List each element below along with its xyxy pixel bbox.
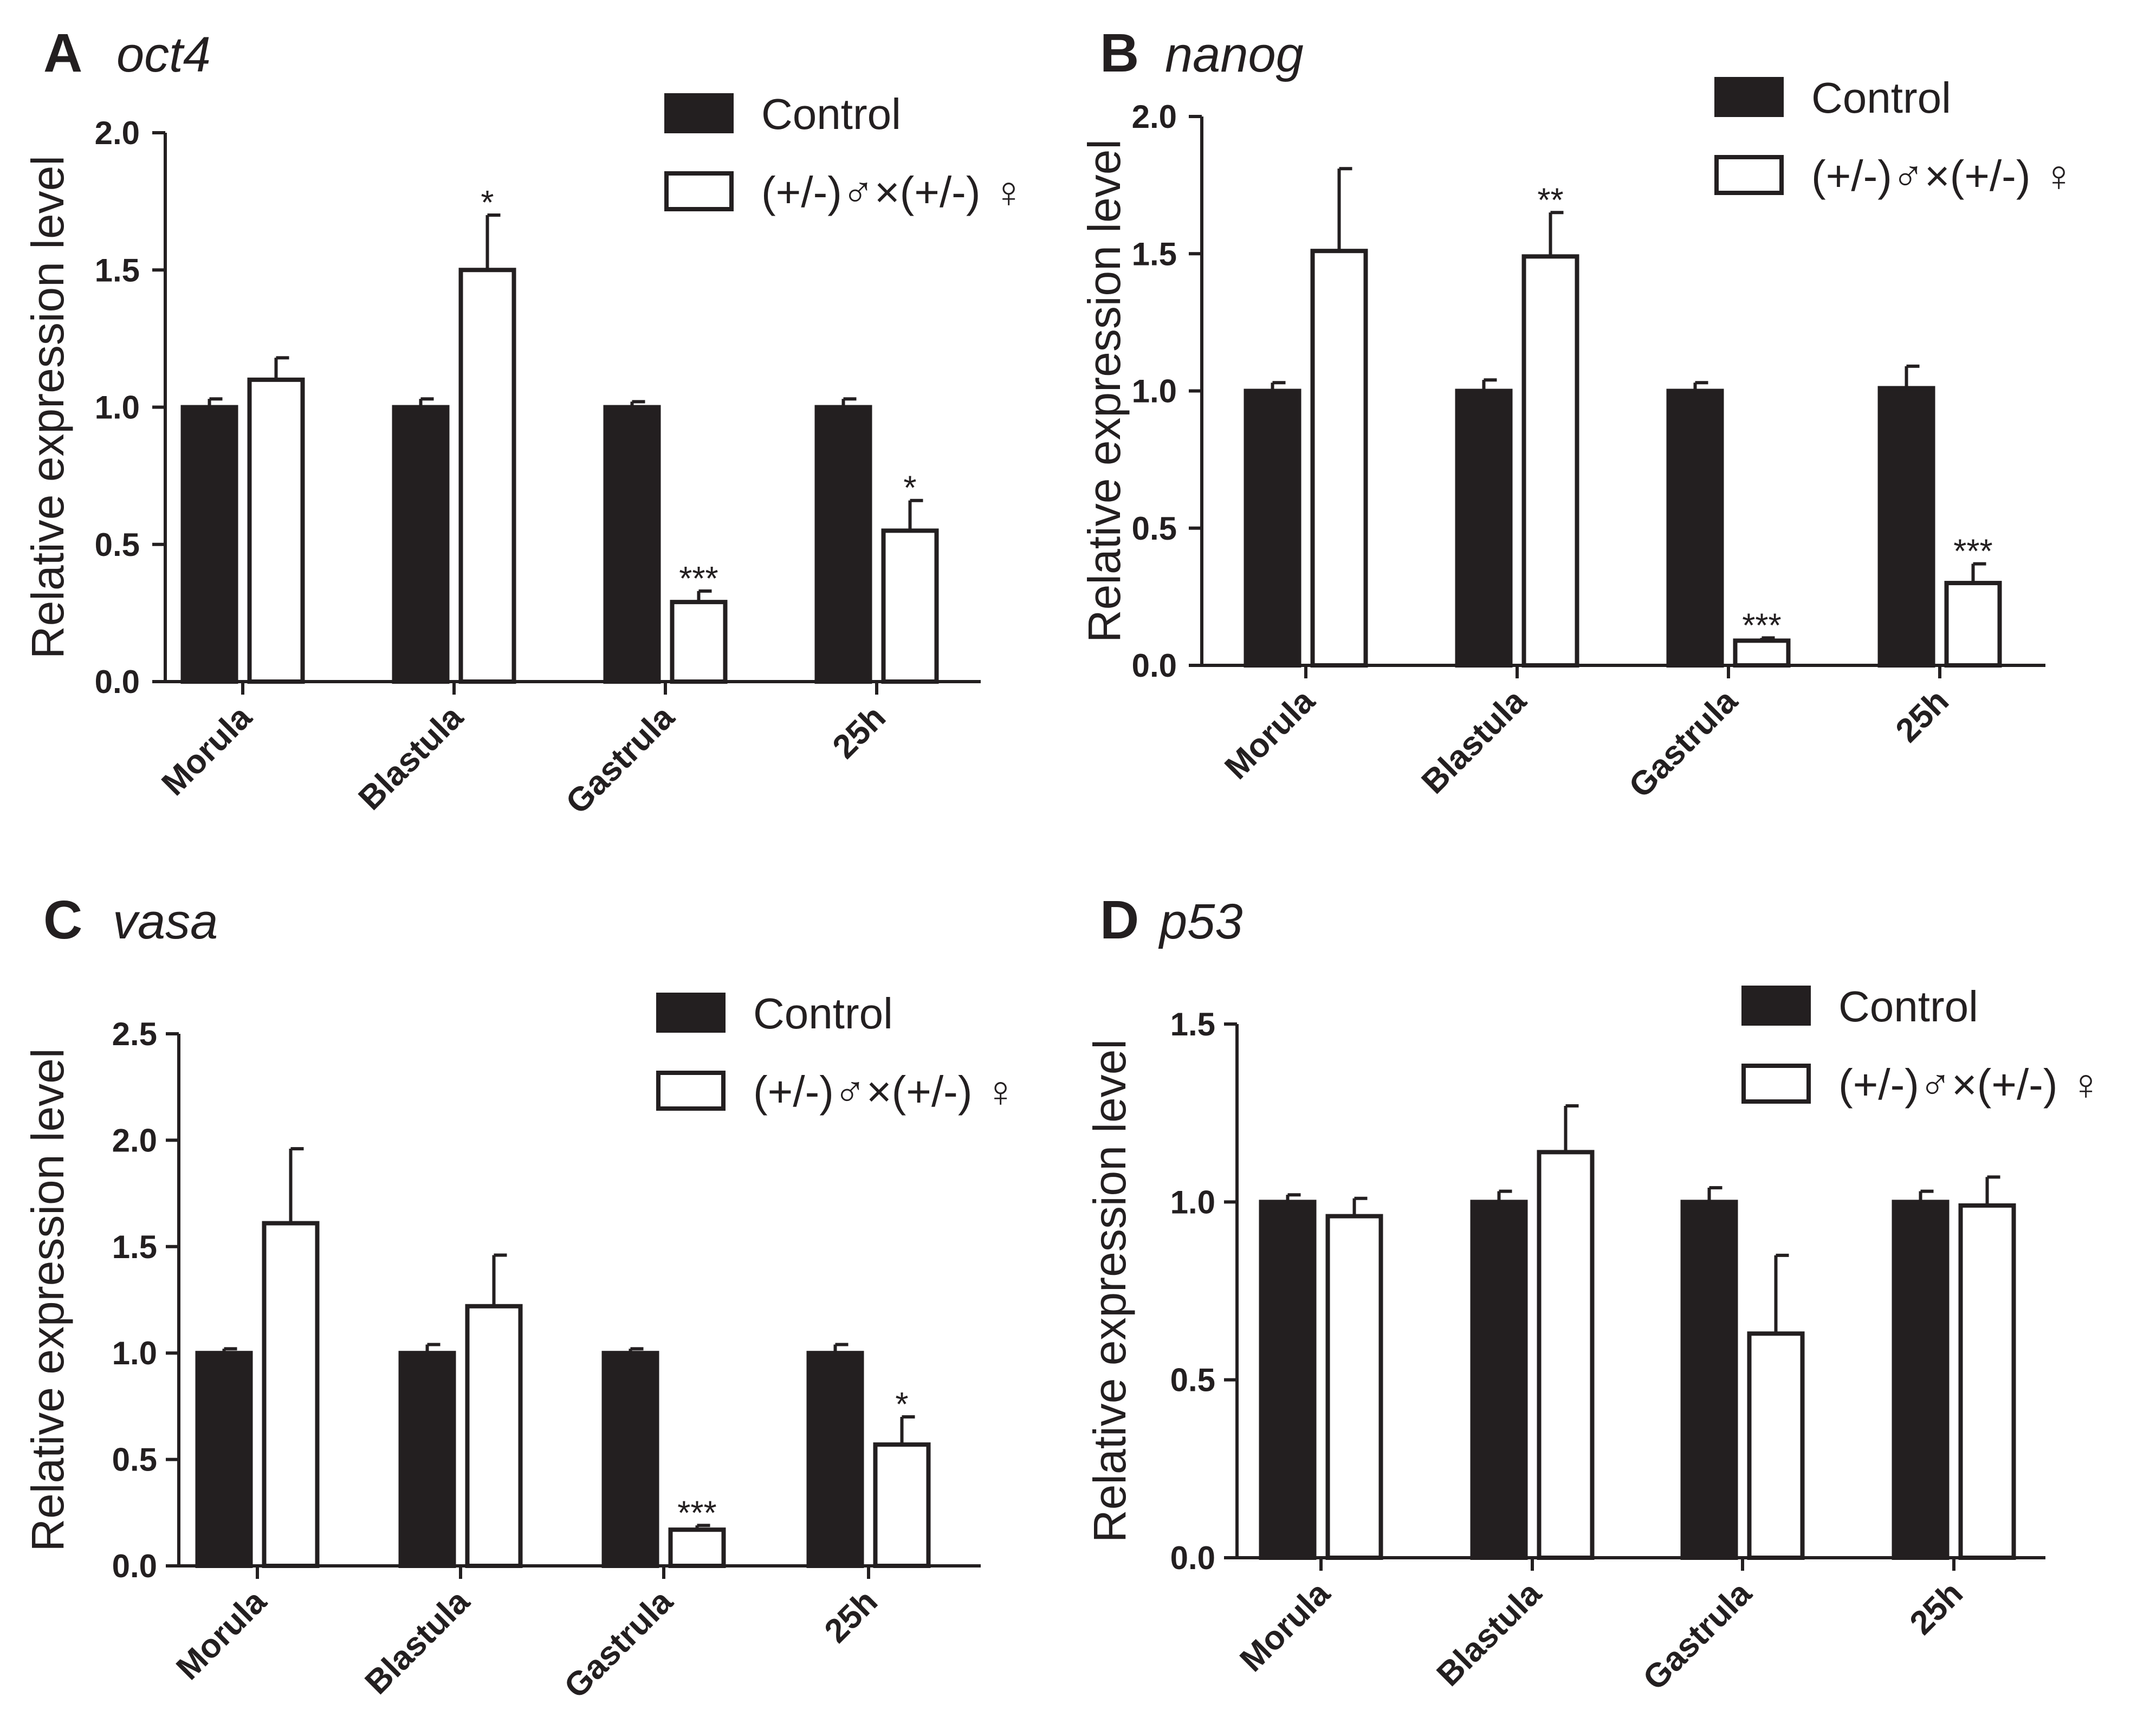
significance-marker: * [903,470,916,507]
legend-swatch-mutant [1741,1064,1811,1104]
y-tick-label: 1.5 [95,252,140,288]
panel-letter: D [1100,890,1139,950]
legend: Control (+/-)♂×(+/-) ♀ [1741,982,2102,1109]
legend-label-mutant: (+/-)♂×(+/-) ♀ [761,168,1025,216]
y-tick-label: 0.5 [95,527,140,563]
significance-marker: *** [679,560,718,598]
bar-mutant [247,377,305,684]
bar-control [603,405,661,684]
legend: Control (+/-)♂×(+/-) ♀ [656,989,1017,1116]
y-tick-label: 0.5 [1132,510,1177,547]
bar-control [180,405,238,684]
bar-mutant [670,600,728,684]
bar-mutant [873,1442,931,1568]
y-tick-label: 2.0 [112,1122,157,1158]
panel-title: oct4 [116,27,211,82]
bar-control [601,1351,659,1568]
bar-control [195,1351,253,1568]
significance-marker: *** [1742,607,1781,644]
legend: Control (+/-)♂×(+/-) ♀ [1714,74,2075,200]
bar-mutant [458,268,516,684]
y-tick-label: 1.5 [112,1229,157,1265]
legend-label-mutant: (+/-)♂×(+/-) ♀ [753,1067,1017,1116]
bar-mutant [1747,1331,1805,1560]
bar-control [1470,1200,1528,1560]
bar-mutant [1733,638,1791,668]
significance-marker: * [895,1386,908,1423]
bar-mutant [1521,254,1579,668]
y-axis-label: Relative expression level [1084,1039,1135,1543]
legend-label-mutant: (+/-)♂×(+/-) ♀ [1838,1060,2102,1109]
bar-control [806,1351,864,1568]
bar-control [1877,386,1935,668]
bar-control [1680,1200,1738,1560]
y-tick-label: 1.5 [1170,1006,1215,1042]
legend-label-control: Control [1838,982,1978,1031]
y-tick-label: 1.0 [112,1335,157,1371]
panel-title: p53 [1158,894,1243,949]
bar-control [1892,1200,1950,1560]
bar-mutant [1958,1203,2016,1560]
bar-mutant [1537,1150,1595,1560]
y-tick-label: 0.0 [1132,647,1177,684]
y-tick-label: 2.0 [95,115,140,151]
legend-swatch-mutant [664,171,734,211]
y-tick-label: 1.0 [1132,373,1177,410]
y-tick-label: 1.0 [1170,1184,1215,1220]
significance-marker: *** [677,1494,716,1532]
y-axis-label: Relative expression level [22,1048,73,1551]
legend-swatch-control [664,93,734,133]
bar-mutant [262,1221,320,1569]
bar-control [1455,388,1513,668]
legend-label-control: Control [1811,74,1951,122]
panel-title: nanog [1165,27,1304,82]
legend-swatch-mutant [1714,155,1784,195]
y-axis-label: Relative expression level [22,156,73,659]
bar-mutant [1325,1214,1383,1560]
bar-control [392,405,450,684]
legend-swatch-control [656,993,726,1033]
legend-label-control: Control [753,989,893,1038]
legend-swatch-control [1741,986,1811,1026]
legend-label-control: Control [761,90,901,138]
panel-letter: B [1100,23,1139,83]
bar-mutant [1944,581,2002,668]
y-tick-label: 0.5 [1170,1362,1215,1398]
legend-label-mutant: (+/-)♂×(+/-) ♀ [1811,152,2075,200]
bar-mutant [1310,249,1368,668]
y-tick-label: 0.0 [112,1548,157,1584]
y-tick-label: 0.5 [112,1442,157,1478]
significance-marker: ** [1537,182,1563,219]
bar-control [814,405,872,684]
y-tick-label: 1.0 [95,390,140,426]
panel-title: vasa [113,894,218,949]
bar-mutant [668,1527,726,1569]
legend: Control (+/-)♂×(+/-) ♀ [664,90,1025,216]
bar-control [398,1351,456,1568]
bar-control [1259,1200,1317,1560]
y-tick-label: 2.5 [112,1016,157,1052]
bar-control [1244,388,1301,668]
panel-letter: C [43,890,82,950]
panel-letter: A [43,23,82,83]
bar-mutant [881,528,939,684]
y-tick-label: 0.0 [95,664,140,700]
bar-control [1666,388,1724,668]
legend-swatch-mutant [656,1071,726,1111]
significance-marker: * [481,184,494,222]
significance-marker: *** [1953,533,1992,571]
y-axis-label: Relative expression level [1079,139,1130,643]
y-tick-label: 2.0 [1132,99,1177,135]
y-tick-label: 1.5 [1132,236,1177,272]
legend-swatch-control [1714,77,1784,117]
y-tick-label: 0.0 [1170,1540,1215,1576]
bar-mutant [465,1304,523,1568]
